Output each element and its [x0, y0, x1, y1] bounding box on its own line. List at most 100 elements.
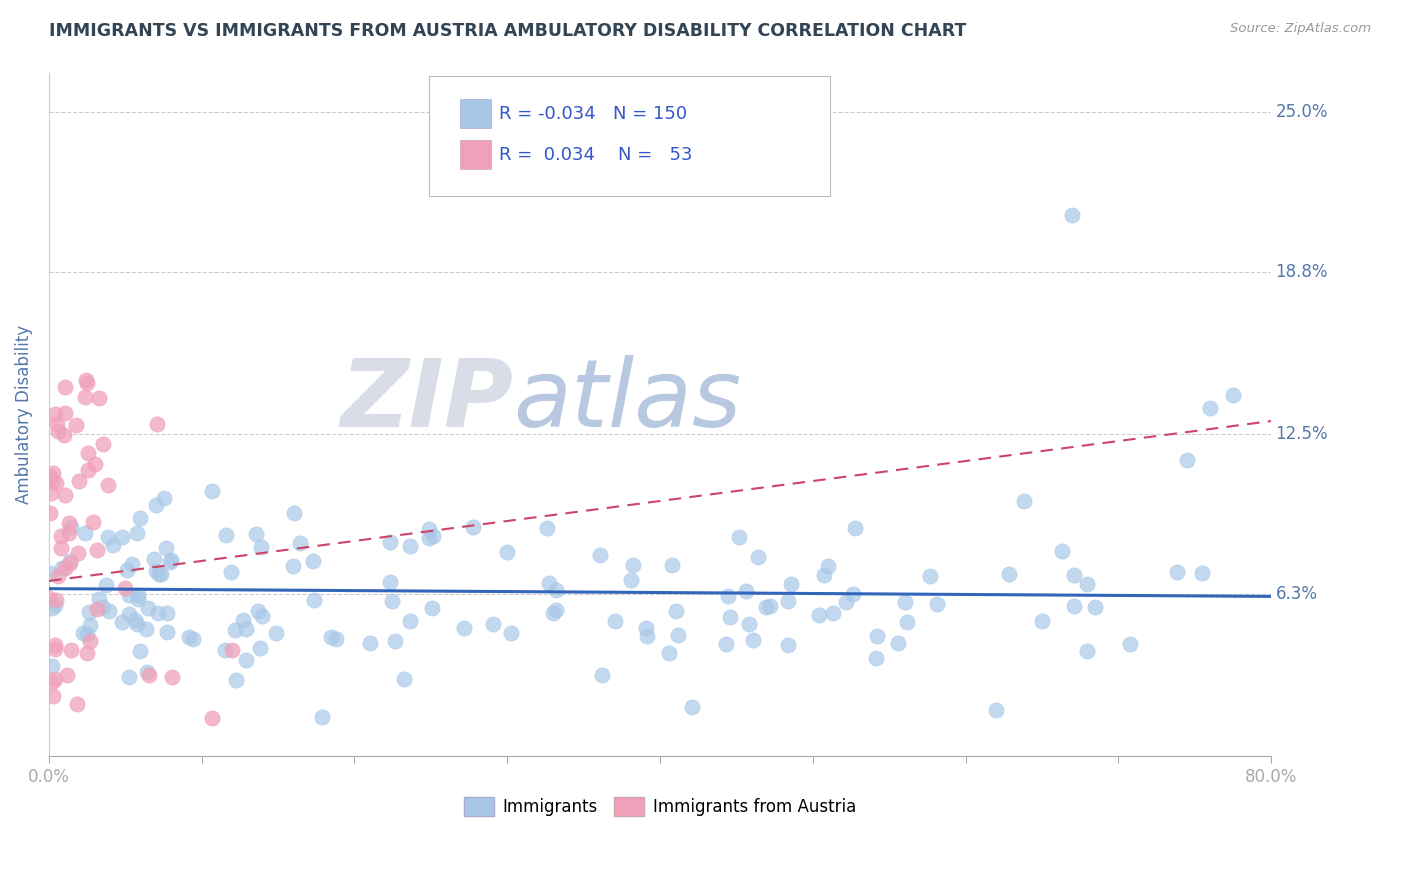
Point: [59, 556, 82, 570]
Point: [758, 599, 780, 614]
Point: [844, 521, 866, 535]
Point: [77, 446, 100, 460]
Point: [384, 634, 406, 648]
Point: [311, 710, 333, 724]
Point: [51, 561, 73, 575]
Point: [603, 614, 626, 628]
Point: [156, 607, 179, 621]
Point: [77, 463, 100, 477]
Point: [46, 569, 69, 583]
Point: [89, 592, 111, 607]
Point: [463, 519, 485, 533]
Point: [87, 392, 110, 406]
Point: [225, 673, 247, 687]
Point: [118, 670, 141, 684]
Point: [420, 600, 443, 615]
Point: [42, 467, 65, 481]
Point: [143, 552, 166, 566]
Point: [546, 582, 568, 597]
Point: [125, 617, 148, 632]
Point: [41, 601, 63, 615]
Point: [808, 608, 831, 623]
Point: [127, 588, 149, 602]
Point: [776, 638, 799, 652]
Point: [821, 606, 844, 620]
Point: [755, 599, 778, 614]
Point: [1222, 388, 1244, 402]
Point: [1076, 644, 1098, 658]
Point: [249, 641, 271, 656]
Point: [283, 506, 305, 520]
Point: [658, 646, 681, 660]
Point: [45, 475, 67, 490]
Point: [94, 578, 117, 592]
Point: [86, 601, 108, 615]
Point: [841, 587, 863, 601]
Point: [250, 540, 273, 554]
Point: [58, 526, 80, 541]
Point: [67, 475, 90, 489]
Point: [779, 577, 801, 591]
Point: [39, 486, 62, 500]
Point: [98, 604, 121, 618]
Point: [41, 690, 63, 704]
Point: [813, 567, 835, 582]
Point: [817, 559, 839, 574]
Point: [156, 625, 179, 640]
Point: [44, 638, 66, 652]
Point: [714, 637, 737, 651]
Point: [118, 607, 141, 622]
Point: [378, 534, 401, 549]
Point: [52, 428, 75, 442]
Point: [135, 665, 157, 679]
Point: [53, 406, 76, 420]
Point: [150, 566, 173, 581]
Point: [728, 530, 751, 544]
Point: [453, 621, 475, 635]
Point: [422, 528, 444, 542]
Point: [60, 642, 83, 657]
Point: [418, 523, 440, 537]
Point: [636, 629, 658, 643]
Point: [41, 659, 63, 673]
Point: [264, 626, 287, 640]
Point: [1084, 599, 1107, 614]
Point: [77, 605, 100, 619]
Point: [235, 652, 257, 666]
Point: [91, 599, 114, 614]
Point: [381, 594, 404, 608]
Point: [776, 593, 799, 607]
Legend: Immigrants, Immigrants from Austria: Immigrants, Immigrants from Austria: [457, 790, 862, 823]
Text: atlas: atlas: [513, 355, 741, 447]
Point: [76, 646, 98, 660]
Point: [224, 623, 246, 637]
Point: [177, 630, 200, 644]
Point: [984, 703, 1007, 717]
Point: [1166, 566, 1188, 580]
Point: [127, 592, 149, 607]
Point: [246, 604, 269, 618]
Point: [399, 614, 422, 628]
Point: [886, 636, 908, 650]
Point: [894, 594, 917, 608]
Text: IMMIGRANTS VS IMMIGRANTS FROM AUSTRIA AMBULATORY DISABILITY CORRELATION CHART: IMMIGRANTS VS IMMIGRANTS FROM AUSTRIA AM…: [49, 22, 966, 40]
Point: [925, 597, 948, 611]
Point: [499, 625, 522, 640]
Point: [111, 530, 134, 544]
Point: [281, 558, 304, 573]
Point: [44, 642, 66, 657]
Point: [51, 541, 73, 555]
Point: [302, 553, 325, 567]
Point: [418, 531, 440, 545]
Point: [152, 491, 174, 505]
Point: [718, 610, 741, 624]
Point: [482, 616, 505, 631]
Point: [45, 417, 67, 431]
Point: [39, 566, 62, 580]
Point: [38, 469, 60, 483]
Point: [49, 529, 72, 543]
Point: [865, 651, 887, 665]
Point: [621, 558, 644, 573]
Point: [325, 632, 347, 646]
Point: [76, 627, 98, 641]
